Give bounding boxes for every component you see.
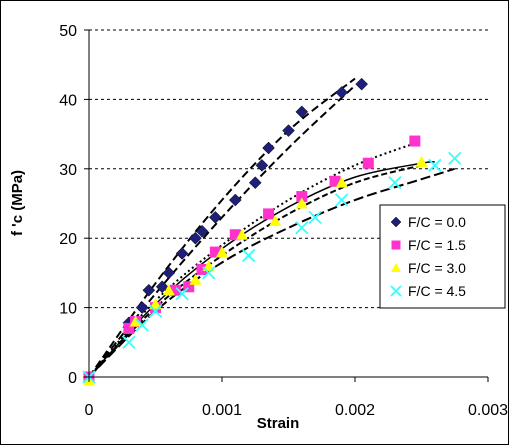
data-point-square <box>329 175 341 187</box>
y-tick-label: 50 <box>59 23 77 40</box>
data-point-x <box>428 158 442 172</box>
legend-marker-square <box>391 240 401 250</box>
data-point-x <box>122 335 136 349</box>
data-point-diamond <box>195 224 209 238</box>
data-point-triangle <box>162 284 175 296</box>
data-point-diamond <box>135 301 149 314</box>
data-point-diamond <box>335 86 349 99</box>
data-point-diamond <box>175 247 189 260</box>
data-point-triangle <box>202 259 215 271</box>
axes <box>84 29 489 382</box>
legend-label: F/C = 1.5 <box>408 237 466 253</box>
data-point-diamond <box>208 211 222 224</box>
data-point-x <box>388 176 402 190</box>
y-tick-label: 40 <box>59 92 77 109</box>
legend-marker-triangle <box>391 263 401 272</box>
data-point-x <box>202 266 216 280</box>
legend-marker-x <box>390 285 402 297</box>
data-point-x <box>448 151 462 166</box>
data-point-diamond <box>282 124 295 137</box>
data-point-x <box>241 248 256 263</box>
y-tick-label: 0 <box>68 370 77 387</box>
data-point-triangle <box>295 197 308 209</box>
data-points <box>82 77 462 386</box>
data-point-triangle <box>335 176 348 188</box>
fit-curve <box>88 164 422 378</box>
x-tick-label: 0.002 <box>335 402 375 419</box>
x-tick-label: 0.003 <box>468 402 508 419</box>
data-point-square <box>209 246 221 258</box>
data-point-diamond <box>255 158 269 172</box>
data-point-square <box>196 263 208 275</box>
data-point-x <box>148 304 163 318</box>
data-point-triangle <box>235 228 248 240</box>
y-axis-title: f 'c (MPa) <box>9 170 26 236</box>
fit-curve <box>88 140 422 378</box>
data-point-triangle <box>149 298 162 310</box>
data-point-diamond <box>189 231 202 245</box>
y-tick-label: 10 <box>59 301 77 318</box>
data-point-diamond <box>155 280 169 294</box>
data-point-square <box>296 191 308 203</box>
data-point-diamond <box>355 77 369 91</box>
data-point-square <box>123 322 135 334</box>
x-tick-label: 0.001 <box>202 402 242 419</box>
data-point-triangle <box>189 273 202 285</box>
data-point-triangle <box>129 315 142 327</box>
y-tick-label: 20 <box>59 231 77 248</box>
legend-marker-diamond <box>390 216 402 228</box>
data-point-diamond <box>162 266 176 280</box>
data-point-diamond <box>262 141 275 155</box>
data-point-square <box>409 135 421 147</box>
data-point-square <box>183 281 195 293</box>
y-tick-label: 30 <box>59 162 77 179</box>
data-point-triangle <box>216 246 228 258</box>
x-tick-label: 0 <box>85 402 94 419</box>
data-point-x <box>295 221 309 235</box>
tick-labels: 0 10 20 30 40 50 0 0.001 0.002 0.003 <box>59 23 508 419</box>
data-point-x <box>135 318 149 332</box>
data-point-diamond <box>142 283 156 297</box>
data-point-x <box>335 193 349 207</box>
data-point-square <box>263 208 275 220</box>
data-point-square <box>362 157 374 169</box>
data-point-triangle <box>269 214 282 226</box>
data-point-square <box>169 284 181 296</box>
data-point-square <box>229 229 241 241</box>
legend-label: F/C = 4.5 <box>408 283 466 299</box>
data-point-diamond <box>248 176 262 190</box>
data-point-diamond <box>295 105 309 119</box>
data-point-triangle <box>415 155 428 167</box>
legend: F/C = 0.0 F/C = 1.5 F/C = 3.0 F/C = 4.5 <box>379 204 506 309</box>
data-point-diamond <box>228 193 242 207</box>
x-axis-title: Strain <box>257 415 300 432</box>
legend-label: F/C = 0.0 <box>408 214 466 230</box>
data-point-x <box>308 210 322 225</box>
legend-label: F/C = 3.0 <box>408 260 466 276</box>
data-point-x <box>175 287 189 301</box>
